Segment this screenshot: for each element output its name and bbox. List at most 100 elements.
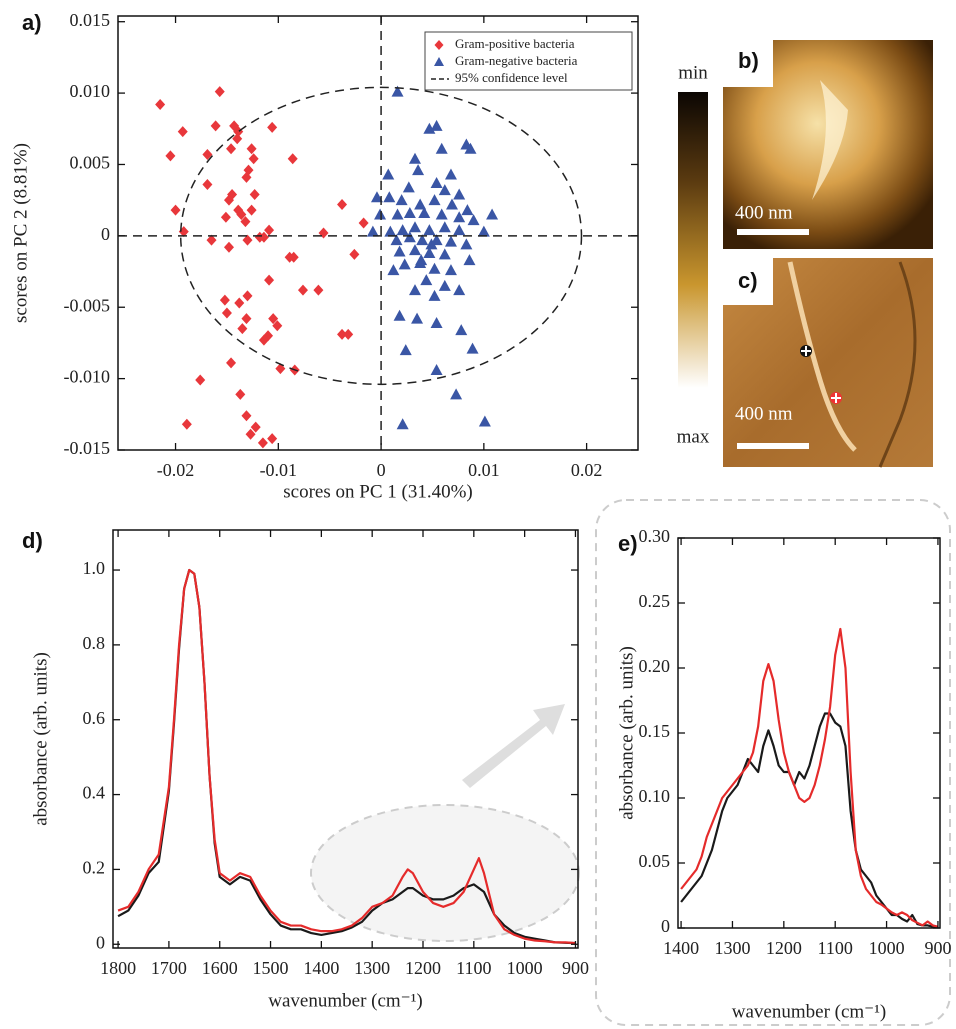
- legend-marker: [434, 57, 444, 66]
- x-tick-label: 0: [377, 460, 386, 480]
- legend-marker: [434, 40, 444, 50]
- point: [430, 119, 443, 131]
- y-tick-label: 0.2: [83, 858, 106, 878]
- spectrum-line: [680, 627, 939, 928]
- x-tick-label: 1200: [405, 958, 441, 978]
- y-tick-label: 0.15: [639, 721, 671, 741]
- point: [241, 171, 252, 183]
- point: [396, 418, 409, 430]
- x-axis-label: wavenumber (cm⁻¹): [732, 1001, 886, 1022]
- point: [423, 246, 436, 258]
- point: [236, 208, 247, 220]
- point: [165, 150, 176, 162]
- scale-bar-label: 400 nm: [735, 202, 793, 223]
- point: [408, 284, 421, 296]
- point: [403, 207, 416, 219]
- point: [235, 388, 246, 400]
- point: [313, 284, 324, 296]
- legend: Gram-positive bacteria Gram-negative bact…: [424, 31, 633, 91]
- point: [393, 309, 406, 321]
- point: [435, 142, 448, 154]
- y-tick-label: 0: [661, 916, 670, 936]
- point: [219, 294, 230, 306]
- x-tick-label: 1000: [507, 958, 543, 978]
- point: [250, 421, 261, 433]
- point: [202, 148, 213, 160]
- x-tick-label: 900: [562, 958, 589, 978]
- point: [466, 342, 479, 354]
- y-tick-label: 0.6: [83, 708, 106, 728]
- point: [420, 274, 433, 286]
- point: [396, 224, 409, 236]
- point: [391, 85, 404, 97]
- point: [390, 234, 403, 246]
- point: [241, 410, 252, 422]
- point: [370, 191, 383, 203]
- x-tick-label: 1300: [354, 958, 390, 978]
- zoom-frame: [595, 499, 951, 1026]
- colorbar-min: min: [678, 62, 708, 83]
- panel-label: c): [738, 268, 758, 293]
- point: [237, 323, 248, 335]
- point: [249, 188, 260, 200]
- y-tick-label: 0.005: [70, 153, 111, 173]
- point: [438, 279, 451, 291]
- point: [402, 181, 415, 193]
- panel-label: b): [738, 48, 759, 73]
- afm-image-b: b) 400 nm: [723, 40, 933, 249]
- point: [383, 191, 396, 203]
- y-tick-label: 0.8: [83, 633, 106, 653]
- point: [463, 254, 476, 266]
- marker-black: [800, 345, 812, 357]
- point: [284, 251, 295, 263]
- panel-label: e): [618, 531, 638, 556]
- point: [384, 225, 397, 237]
- point: [234, 297, 245, 309]
- point: [453, 284, 466, 296]
- point: [226, 143, 237, 155]
- point: [366, 225, 379, 237]
- scale-bar: [737, 443, 809, 449]
- point: [206, 234, 217, 246]
- x-axis-label: scores on PC 1 (31.40%): [283, 481, 472, 502]
- point: [428, 262, 441, 274]
- label-box: [723, 40, 773, 87]
- point: [408, 221, 421, 233]
- y-axis-label: scores on PC 2 (8.81%): [10, 143, 31, 323]
- x-tick-label: 1000: [869, 938, 905, 958]
- x-tick-label: 1400: [303, 958, 339, 978]
- point: [464, 142, 477, 154]
- image-feature: [787, 261, 857, 452]
- legend-label: Gram-positive bacteria: [455, 36, 575, 51]
- y-axis-label: absorbance (arb. units): [30, 652, 51, 826]
- x-tick-label: 1100: [818, 938, 853, 958]
- x-tick-label: 1100: [456, 958, 491, 978]
- zoom-region: [310, 804, 580, 942]
- point: [214, 86, 225, 98]
- point: [318, 227, 329, 239]
- zoom-arrow: [462, 704, 565, 788]
- point: [412, 164, 425, 176]
- point: [399, 344, 412, 356]
- point: [267, 121, 278, 133]
- point: [264, 274, 275, 286]
- point: [438, 221, 451, 233]
- point: [438, 248, 451, 260]
- point: [232, 133, 243, 145]
- point: [268, 313, 279, 325]
- point: [477, 225, 490, 237]
- point: [170, 204, 181, 216]
- point: [202, 178, 213, 190]
- point: [267, 433, 278, 445]
- legend-label: 95% confidence level: [455, 70, 568, 85]
- point: [395, 194, 408, 206]
- y-tick-label: 0.05: [639, 851, 671, 871]
- point: [337, 328, 348, 340]
- point: [221, 307, 232, 319]
- point: [374, 208, 387, 220]
- afm-image-c: c) 400 nm: [723, 258, 933, 468]
- y-tick-label: 1.0: [83, 558, 106, 578]
- point: [287, 153, 298, 165]
- x-tick-label: 900: [924, 938, 951, 958]
